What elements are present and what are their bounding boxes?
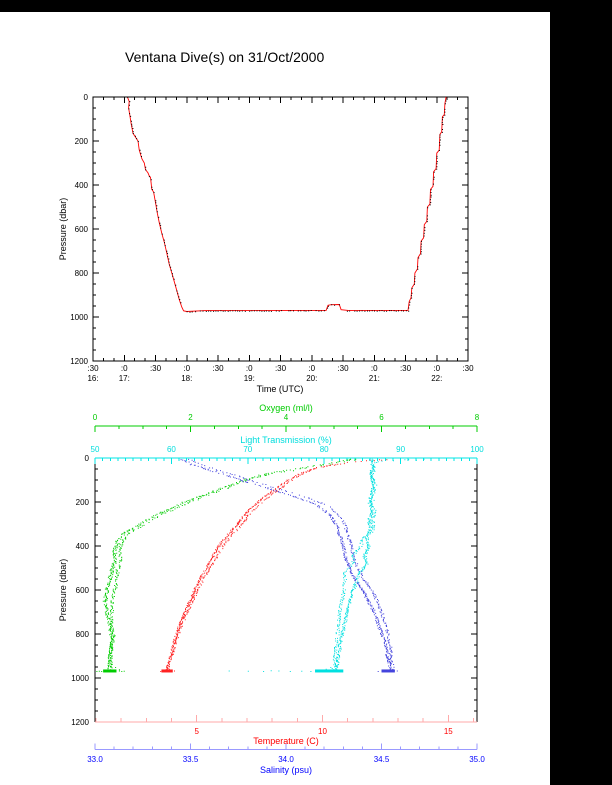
svg-text:90: 90 xyxy=(396,445,405,454)
svg-text:35.0: 35.0 xyxy=(469,755,485,764)
svg-text:33.0: 33.0 xyxy=(87,755,103,764)
svg-text:33.5: 33.5 xyxy=(183,755,199,764)
ctd-profiles-plot: 0 200 400 600 800 1000 1200 0 2 4 6 8 50 60 70 80 90 100 5… xyxy=(71,413,485,764)
svg-text:600: 600 xyxy=(76,586,90,595)
svg-text:1000: 1000 xyxy=(71,674,89,683)
svg-text:2: 2 xyxy=(188,413,193,422)
svg-text::0: :0 xyxy=(308,364,315,373)
svg-text::0: :0 xyxy=(183,364,190,373)
svg-text:16:: 16: xyxy=(87,374,98,383)
svg-text:0: 0 xyxy=(84,93,89,102)
svg-text:8: 8 xyxy=(475,413,480,422)
svg-text:800: 800 xyxy=(75,269,89,278)
light-transmission-axis-label: Light Transmission (%) xyxy=(240,435,332,445)
svg-text:1200: 1200 xyxy=(71,718,89,727)
svg-text:22:: 22: xyxy=(431,374,442,383)
svg-text:19:: 19: xyxy=(244,374,255,383)
temperature-axis-label: Temperature (C) xyxy=(253,736,319,746)
svg-text:10: 10 xyxy=(318,727,327,736)
svg-text::30: :30 xyxy=(275,364,287,373)
svg-text::0: :0 xyxy=(371,364,378,373)
svg-text:200: 200 xyxy=(75,137,89,146)
svg-text:15: 15 xyxy=(444,727,453,736)
oxygen-axis-label: Oxygen (ml/l) xyxy=(259,403,313,413)
svg-text:5: 5 xyxy=(194,727,199,736)
svg-text::30: :30 xyxy=(87,364,99,373)
svg-text:34.5: 34.5 xyxy=(374,755,390,764)
svg-text:17:: 17: xyxy=(119,374,130,383)
svg-text:400: 400 xyxy=(76,542,90,551)
svg-text:200: 200 xyxy=(76,498,90,507)
svg-text:20:: 20: xyxy=(306,374,317,383)
svg-text:400: 400 xyxy=(75,181,89,190)
svg-text::0: :0 xyxy=(121,364,128,373)
page-title: Ventana Dive(s) on 31/Oct/2000 xyxy=(125,49,324,65)
bottom-pressure-axis-label: Pressure (dbar) xyxy=(58,559,68,622)
top-black-band xyxy=(0,0,612,12)
top-pressure-axis-label: Pressure (dbar) xyxy=(58,198,68,261)
salinity-axis-label: Salinity (psu) xyxy=(260,765,312,775)
svg-text:800: 800 xyxy=(76,630,90,639)
right-black-band xyxy=(550,0,612,785)
time-axis-label: Time (UTC) xyxy=(257,384,304,394)
svg-text::30: :30 xyxy=(337,364,349,373)
svg-text:50: 50 xyxy=(91,445,100,454)
svg-text::30: :30 xyxy=(400,364,412,373)
svg-text::30: :30 xyxy=(212,364,224,373)
svg-text:600: 600 xyxy=(75,225,89,234)
svg-text::0: :0 xyxy=(433,364,440,373)
svg-text:100: 100 xyxy=(470,445,484,454)
svg-text:60: 60 xyxy=(167,445,176,454)
svg-text:21:: 21: xyxy=(369,374,380,383)
svg-text:0: 0 xyxy=(85,454,90,463)
svg-text:18:: 18: xyxy=(181,374,192,383)
svg-text:4: 4 xyxy=(284,413,289,422)
svg-text::30: :30 xyxy=(462,364,474,373)
dive-profile-plot: :3016::017::30:018::30:019::30:020::30:0… xyxy=(70,93,474,383)
svg-text:34.0: 34.0 xyxy=(278,755,294,764)
svg-text:1000: 1000 xyxy=(70,313,88,322)
svg-text::30: :30 xyxy=(150,364,162,373)
svg-text:1200: 1200 xyxy=(70,357,88,366)
svg-text:80: 80 xyxy=(320,445,329,454)
svg-text:70: 70 xyxy=(243,445,252,454)
svg-text:0: 0 xyxy=(93,413,98,422)
svg-text::0: :0 xyxy=(246,364,253,373)
svg-text:6: 6 xyxy=(379,413,384,422)
